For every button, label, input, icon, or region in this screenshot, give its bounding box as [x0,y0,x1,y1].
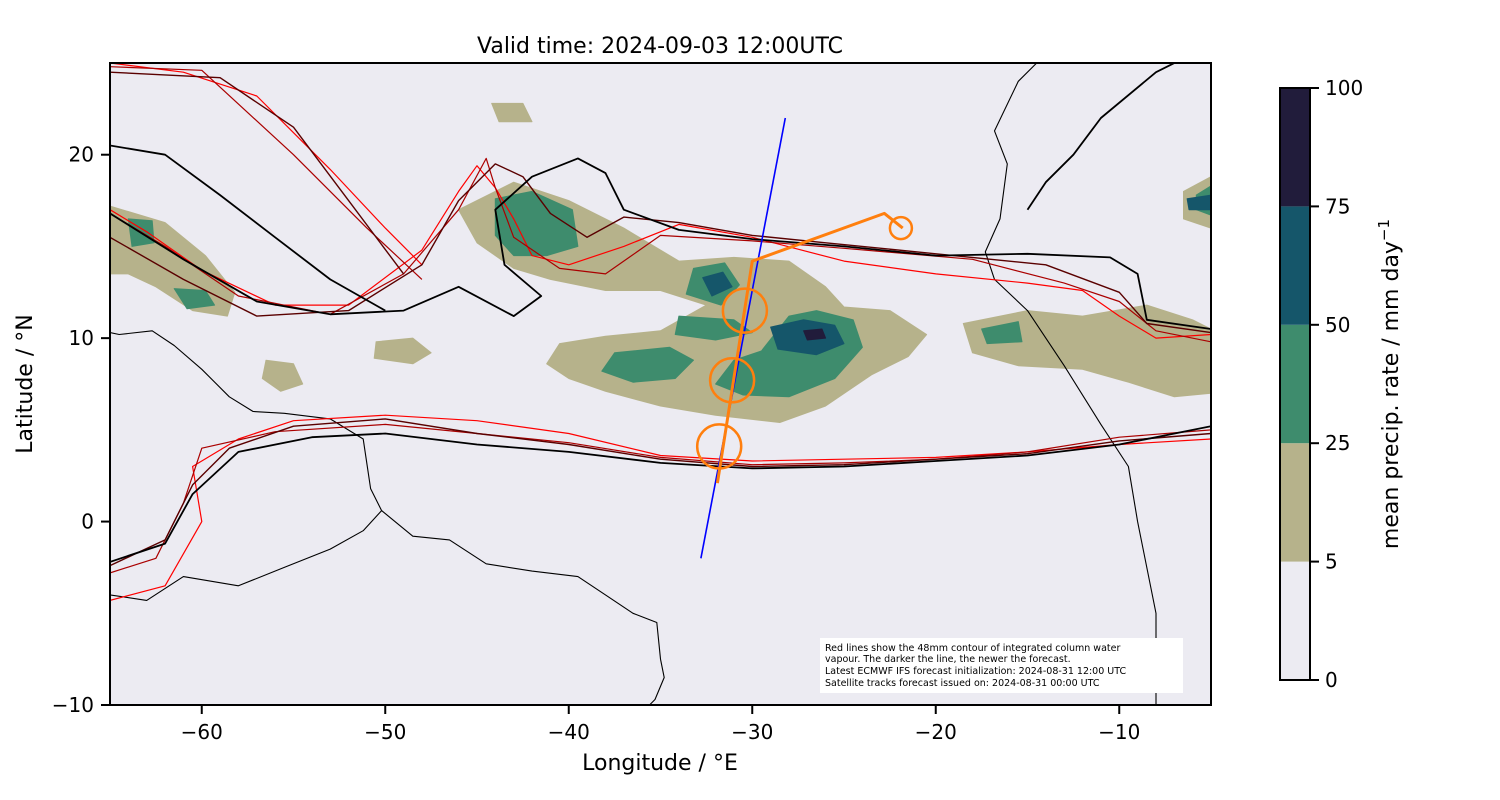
colorbar-label: mean precip. rate / mm day−1 [1375,219,1404,549]
precip-region-level-2 [173,288,216,310]
map-frame [109,62,1212,706]
precip-region-level-2 [494,190,579,257]
precip-region-level-1 [261,359,304,392]
flight-waypoint-circle [721,287,769,334]
colorbar-tick-label: 100 [1325,76,1363,100]
coastline [984,63,1157,705]
cwv-contour [110,425,1211,563]
satellite-track [700,117,787,559]
x-tick-label: −30 [731,720,773,744]
annotation-box: Red lines show the 48mm contour of integ… [820,638,1183,693]
cwv-contour [110,423,1211,574]
cwv-contour [110,63,423,266]
cwv-contour [110,66,423,280]
colorbar-block [1280,324,1310,444]
coastline [1004,8,1083,45]
precip-region-level-4 [803,328,827,341]
flight-waypoint-circle [695,423,743,470]
colorbar: 0 5 25 50 75 100 mean precip. rate / mm day−1 [1279,76,1404,692]
colorbar-tick-label: 5 [1325,550,1338,574]
map-layers [110,8,1211,705]
annotation-line-4: Satellite tracks forecast issued on: 202… [825,678,1100,689]
x-tick-label: −20 [915,720,957,744]
annotation-line-2: vapour. The darker the line, the newer t… [825,654,1071,665]
y-axis-label: Latitude / °N [13,314,38,453]
map-panel: −60 −50 −40 −30 −20 −10 −10 0 10 20 [52,8,1212,744]
colorbar-label-superscript: −1 [1375,219,1393,241]
cwv-contour [110,144,386,312]
colorbar-tick-label: 25 [1325,431,1350,455]
x-axis-ticks: −60 −50 −40 −30 −20 −10 [181,705,1140,744]
y-tick-label: 10 [69,326,94,350]
colorbar-frame [1279,87,1311,681]
colorbar-block [1280,443,1310,562]
map-title: Valid time: 2024-09-03 12:00UTC [477,34,843,59]
x-tick-label: −60 [181,720,223,744]
precip-region-level-1 [373,337,432,365]
y-tick-label: −10 [52,693,94,717]
colorbar-block [1280,561,1310,680]
colorbar-block [1280,88,1310,207]
precip-region-level-3 [702,271,733,297]
annotation-line-1: Red lines show the 48mm contour of integ… [825,643,1120,654]
x-tick-label: −40 [548,720,590,744]
precip-region-level-1 [491,102,533,123]
cwv-contour [110,163,1211,334]
cwv-contour [110,71,405,275]
coastlines [110,8,1157,705]
colorbar-tick-label: 0 [1325,668,1338,692]
cwv-contour [110,414,1211,601]
annotation-line-3: Latest ECMWF IFS forecast initialization… [825,666,1126,677]
precip-region-level-2 [601,346,694,383]
coastline [381,510,665,705]
colorbar-tick-label: 50 [1325,313,1350,337]
flight-waypoint-circle [708,357,756,404]
tracks [695,117,914,559]
x-tick-label: −50 [364,720,406,744]
coastline [110,330,383,601]
colorbar-blocks [1280,88,1310,680]
colorbar-ticks: 0 5 25 50 75 100 [1310,76,1363,692]
colorbar-label-main: mean precip. rate / mm day [1379,241,1404,549]
colorbar-block [1280,206,1310,325]
cwv-contour [1026,63,1177,211]
precip-region-level-1 [962,304,1211,398]
cwv-contour [110,418,1211,567]
y-tick-label: 0 [81,510,94,534]
cwv-contour [110,165,1211,339]
colorbar-tick-label: 75 [1325,194,1350,218]
x-tick-label: −10 [1098,720,1140,744]
cwv-contours [110,63,1211,601]
precip-region-level-2 [981,321,1023,345]
y-axis-ticks: −10 0 10 20 [52,143,110,717]
annotation-background [820,638,1183,693]
y-tick-label: 20 [69,143,94,167]
x-axis-label: Longitude / °E [582,751,738,776]
flight-waypoint-circle [888,215,914,241]
cwv-contour [110,157,1211,330]
precip-region-level-3 [1186,194,1211,211]
